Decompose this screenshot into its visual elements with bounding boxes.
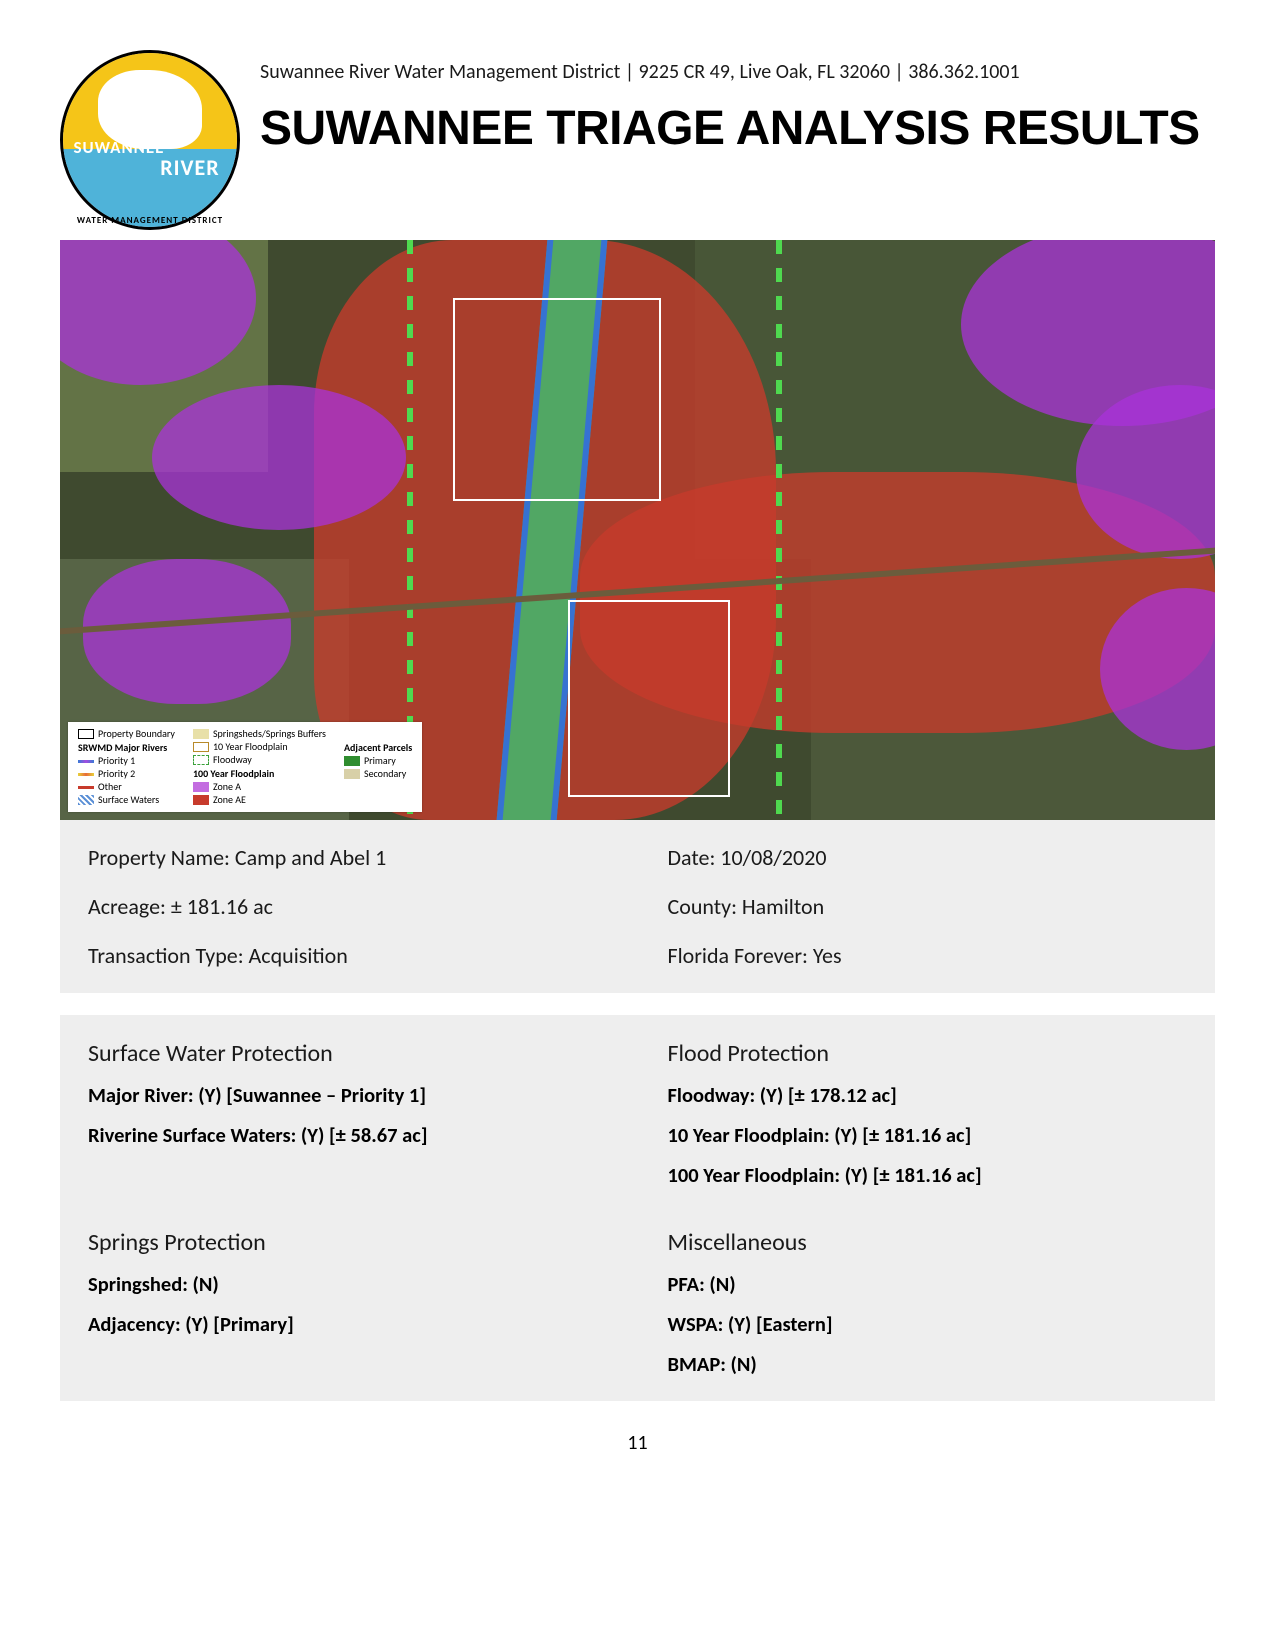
legend-label: Other xyxy=(98,781,122,793)
surface-water-section: Surface Water Protection Major River: (Y… xyxy=(88,1039,608,1188)
legend-row: Zone A xyxy=(193,781,326,793)
map-property-boundary xyxy=(453,298,661,501)
header: SUWANNEE RIVER WATER MANAGEMENT DISTRICT… xyxy=(60,50,1215,230)
section-line: Springshed: (N) xyxy=(88,1271,608,1297)
section-spacer xyxy=(88,1188,1187,1228)
section-title: Miscellaneous xyxy=(668,1228,1188,1257)
legend-label: Zone A xyxy=(213,781,241,793)
springs-section: Springs Protection Springshed: (N) Adjac… xyxy=(88,1228,608,1377)
info-florida-forever: Florida Forever: Yes xyxy=(668,942,1188,969)
legend-swatch xyxy=(193,729,209,739)
legend-row: Floodway xyxy=(193,754,326,766)
legend-swatch xyxy=(78,786,94,789)
legend-label: 10 Year Floodplain xyxy=(213,741,288,753)
legend-row: Secondary xyxy=(344,768,412,780)
info-county: County: Hamilton xyxy=(668,893,1188,920)
property-info-grid: Property Name: Camp and Abel 1 Acreage: … xyxy=(88,844,1187,969)
legend-swatch xyxy=(193,755,209,765)
page: SUWANNEE RIVER WATER MANAGEMENT DISTRICT… xyxy=(0,0,1275,1651)
logo-text-river: RIVER xyxy=(160,154,219,181)
section-title: Flood Protection xyxy=(668,1039,1188,1068)
logo-text-suwannee: SUWANNEE xyxy=(73,137,164,158)
legend-header: SRWMD Major Rivers xyxy=(78,741,175,754)
legend-label: Secondary xyxy=(364,768,406,780)
info-acreage: Acreage: ± 181.16 ac xyxy=(88,893,608,920)
section-line: Major River: (Y) [Suwannee – Priority 1] xyxy=(88,1082,608,1108)
map-block: Property Boundary SRWMD Major Rivers Pri… xyxy=(60,240,1215,820)
legend-label: Surface Waters xyxy=(98,794,159,806)
misc-section: Miscellaneous PFA: (N) WSPA: (Y) [Easter… xyxy=(668,1228,1188,1377)
legend-label: Zone AE xyxy=(213,794,246,806)
property-info-right: Date: 10/08/2020 County: Hamilton Florid… xyxy=(668,844,1188,969)
property-info-block: Property Name: Camp and Abel 1 Acreage: … xyxy=(60,820,1215,993)
legend-label: Priority 2 xyxy=(98,768,135,780)
legend-swatch xyxy=(193,795,209,805)
legend-header: 100 Year Floodplain xyxy=(193,767,326,780)
legend-label: Springsheds/Springs Buffers xyxy=(213,728,326,740)
legend-row: Springsheds/Springs Buffers xyxy=(193,728,326,740)
page-title: SUWANNEE TRIAGE ANALYSIS RESULTS xyxy=(260,104,1215,154)
legend-row: Primary xyxy=(344,755,412,767)
map-property-boundary xyxy=(568,600,730,797)
section-line: Floodway: (Y) [± 178.12 ac] xyxy=(668,1082,1188,1108)
legend-row: Priority 2 xyxy=(78,768,175,780)
map-legend: Property Boundary SRWMD Major Rivers Pri… xyxy=(68,722,422,812)
flood-section: Flood Protection Floodway: (Y) [± 178.12… xyxy=(668,1039,1188,1188)
section-line: 10 Year Floodplain: (Y) [± 181.16 ac] xyxy=(668,1122,1188,1148)
legend-swatch xyxy=(78,760,94,763)
legend-header: Adjacent Parcels xyxy=(344,741,412,754)
header-meta: Suwannee River Water Management District… xyxy=(260,60,1215,84)
legend-row: Priority 1 xyxy=(78,755,175,767)
legend-col-3: Adjacent Parcels Primary Secondary xyxy=(344,728,412,806)
legend-label: Priority 1 xyxy=(98,755,135,767)
legend-row: 10 Year Floodplain xyxy=(193,741,326,753)
legend-swatch xyxy=(193,782,209,792)
legend-label: Primary xyxy=(364,755,396,767)
analysis-row-2: Springs Protection Springshed: (N) Adjac… xyxy=(88,1228,1187,1377)
legend-swatch xyxy=(78,729,94,739)
legend-spacer xyxy=(344,728,412,740)
legend-swatch xyxy=(344,769,360,779)
info-transaction-type: Transaction Type: Acquisition xyxy=(88,942,608,969)
legend-swatch xyxy=(193,742,209,752)
legend-swatch xyxy=(344,756,360,766)
header-text: Suwannee River Water Management District… xyxy=(260,50,1215,154)
page-number: 11 xyxy=(60,1431,1215,1455)
legend-col-2: Springsheds/Springs Buffers 10 Year Floo… xyxy=(193,728,326,806)
map-floodway-line xyxy=(776,240,782,820)
analysis-block: Surface Water Protection Major River: (Y… xyxy=(60,1015,1215,1401)
logo: SUWANNEE RIVER WATER MANAGEMENT DISTRICT xyxy=(60,50,240,230)
legend-row: Other xyxy=(78,781,175,793)
legend-label: Property Boundary xyxy=(98,728,175,740)
legend-row: Surface Waters xyxy=(78,794,175,806)
section-line: PFA: (N) xyxy=(668,1271,1188,1297)
legend-label: Floodway xyxy=(213,754,252,766)
legend-row: Zone AE xyxy=(193,794,326,806)
property-info-left: Property Name: Camp and Abel 1 Acreage: … xyxy=(88,844,608,969)
section-title: Springs Protection xyxy=(88,1228,608,1257)
info-property-name: Property Name: Camp and Abel 1 xyxy=(88,844,608,871)
section-line: 100 Year Floodplain: (Y) [± 181.16 ac] xyxy=(668,1162,1188,1188)
legend-row: Property Boundary xyxy=(78,728,175,740)
logo-circle: SUWANNEE RIVER xyxy=(60,50,240,230)
legend-col-1: Property Boundary SRWMD Major Rivers Pri… xyxy=(78,728,175,806)
logo-text-district: WATER MANAGEMENT DISTRICT xyxy=(60,215,240,226)
section-title: Surface Water Protection xyxy=(88,1039,608,1068)
map-canvas: Property Boundary SRWMD Major Rivers Pri… xyxy=(60,240,1215,820)
map-zone-a xyxy=(83,559,291,704)
legend-swatch xyxy=(78,773,94,776)
map-zone-a xyxy=(152,385,406,530)
analysis-row-1: Surface Water Protection Major River: (Y… xyxy=(88,1039,1187,1188)
section-line: Adjacency: (Y) [Primary] xyxy=(88,1311,608,1337)
section-line: BMAP: (N) xyxy=(668,1351,1188,1377)
legend-swatch xyxy=(78,795,94,805)
section-line: WSPA: (Y) [Eastern] xyxy=(668,1311,1188,1337)
info-date: Date: 10/08/2020 xyxy=(668,844,1188,871)
section-line: Riverine Surface Waters: (Y) [± 58.67 ac… xyxy=(88,1122,608,1148)
